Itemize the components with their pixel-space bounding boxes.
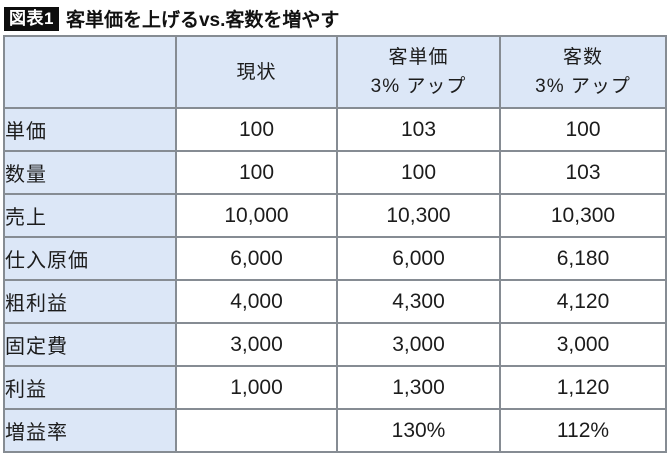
row-label: 粗利益 — [3, 279, 177, 324]
table-cell: 100 — [175, 107, 338, 152]
figure-title-bar: 図表1 客単価を上げるvs.客数を増やす — [0, 0, 670, 32]
header-line: 客単価 — [388, 47, 449, 68]
row-label: 単価 — [3, 107, 177, 152]
header-line: 客数 — [562, 47, 603, 68]
row-label: 数量 — [3, 150, 177, 195]
figure-title: 客単価を上げるvs.客数を増やす — [65, 10, 340, 31]
row-label: 固定費 — [3, 322, 177, 367]
table-row-purchase-cost: 仕入原価 6,000 6,000 6,180 — [3, 236, 667, 281]
table-row-unit-price: 単価 100 103 100 — [3, 107, 667, 152]
table-cell: 103 — [499, 150, 667, 195]
table-cell: 112% — [499, 408, 667, 453]
table-cell: 103 — [336, 107, 501, 152]
table-cell: 1,120 — [499, 365, 667, 410]
comparison-table: 現状 客単価 3% アップ 客数 3% アップ 単価 100 103 100 — [3, 35, 667, 453]
header-line: 3% アップ — [370, 76, 467, 97]
table-row-fixed-cost: 固定費 3,000 3,000 3,000 — [3, 322, 667, 367]
header-line: 3% アップ — [535, 76, 631, 97]
table-cell: 130% — [336, 408, 501, 453]
table-cell: 1,000 — [175, 365, 338, 410]
column-header-unit-price-up: 客単価 3% アップ — [336, 35, 501, 109]
table-row-profit: 利益 1,000 1,300 1,120 — [3, 365, 667, 410]
header-line: 現状 — [236, 61, 277, 83]
table-cell: 10,300 — [336, 193, 501, 238]
row-label: 売上 — [3, 193, 177, 238]
figure-badge: 図表1 — [4, 6, 59, 31]
table-row-quantity: 数量 100 100 103 — [3, 150, 667, 195]
row-label: 増益率 — [3, 408, 177, 453]
table-cell: 6,000 — [336, 236, 501, 281]
table-cell: 4,000 — [175, 279, 338, 324]
table-row-sales: 売上 10,000 10,300 10,300 — [3, 193, 667, 238]
table-cell: 100 — [499, 107, 667, 152]
table-cell: 3,000 — [175, 322, 338, 367]
column-header-blank — [3, 35, 177, 109]
table-cell: 4,300 — [336, 279, 501, 324]
column-header-current: 現状 — [175, 35, 338, 109]
row-label: 仕入原価 — [3, 236, 177, 281]
table-cell: 3,000 — [336, 322, 501, 367]
row-label: 利益 — [3, 365, 177, 410]
table-cell: 100 — [175, 150, 338, 195]
table-cell: 4,120 — [499, 279, 667, 324]
table-row-profit-growth-rate: 増益率 130% 112% — [3, 408, 667, 453]
table-cell: 10,000 — [175, 193, 338, 238]
table-cell: 10,300 — [499, 193, 667, 238]
table-cell: 1,300 — [336, 365, 501, 410]
column-header-customer-count-up: 客数 3% アップ — [499, 35, 667, 109]
table-cell — [175, 408, 338, 453]
table-cell: 6,000 — [175, 236, 338, 281]
table-cell: 3,000 — [499, 322, 667, 367]
table-cell: 6,180 — [499, 236, 667, 281]
table-header-row: 現状 客単価 3% アップ 客数 3% アップ — [3, 35, 667, 109]
table-cell: 100 — [336, 150, 501, 195]
table-row-gross-profit: 粗利益 4,000 4,300 4,120 — [3, 279, 667, 324]
